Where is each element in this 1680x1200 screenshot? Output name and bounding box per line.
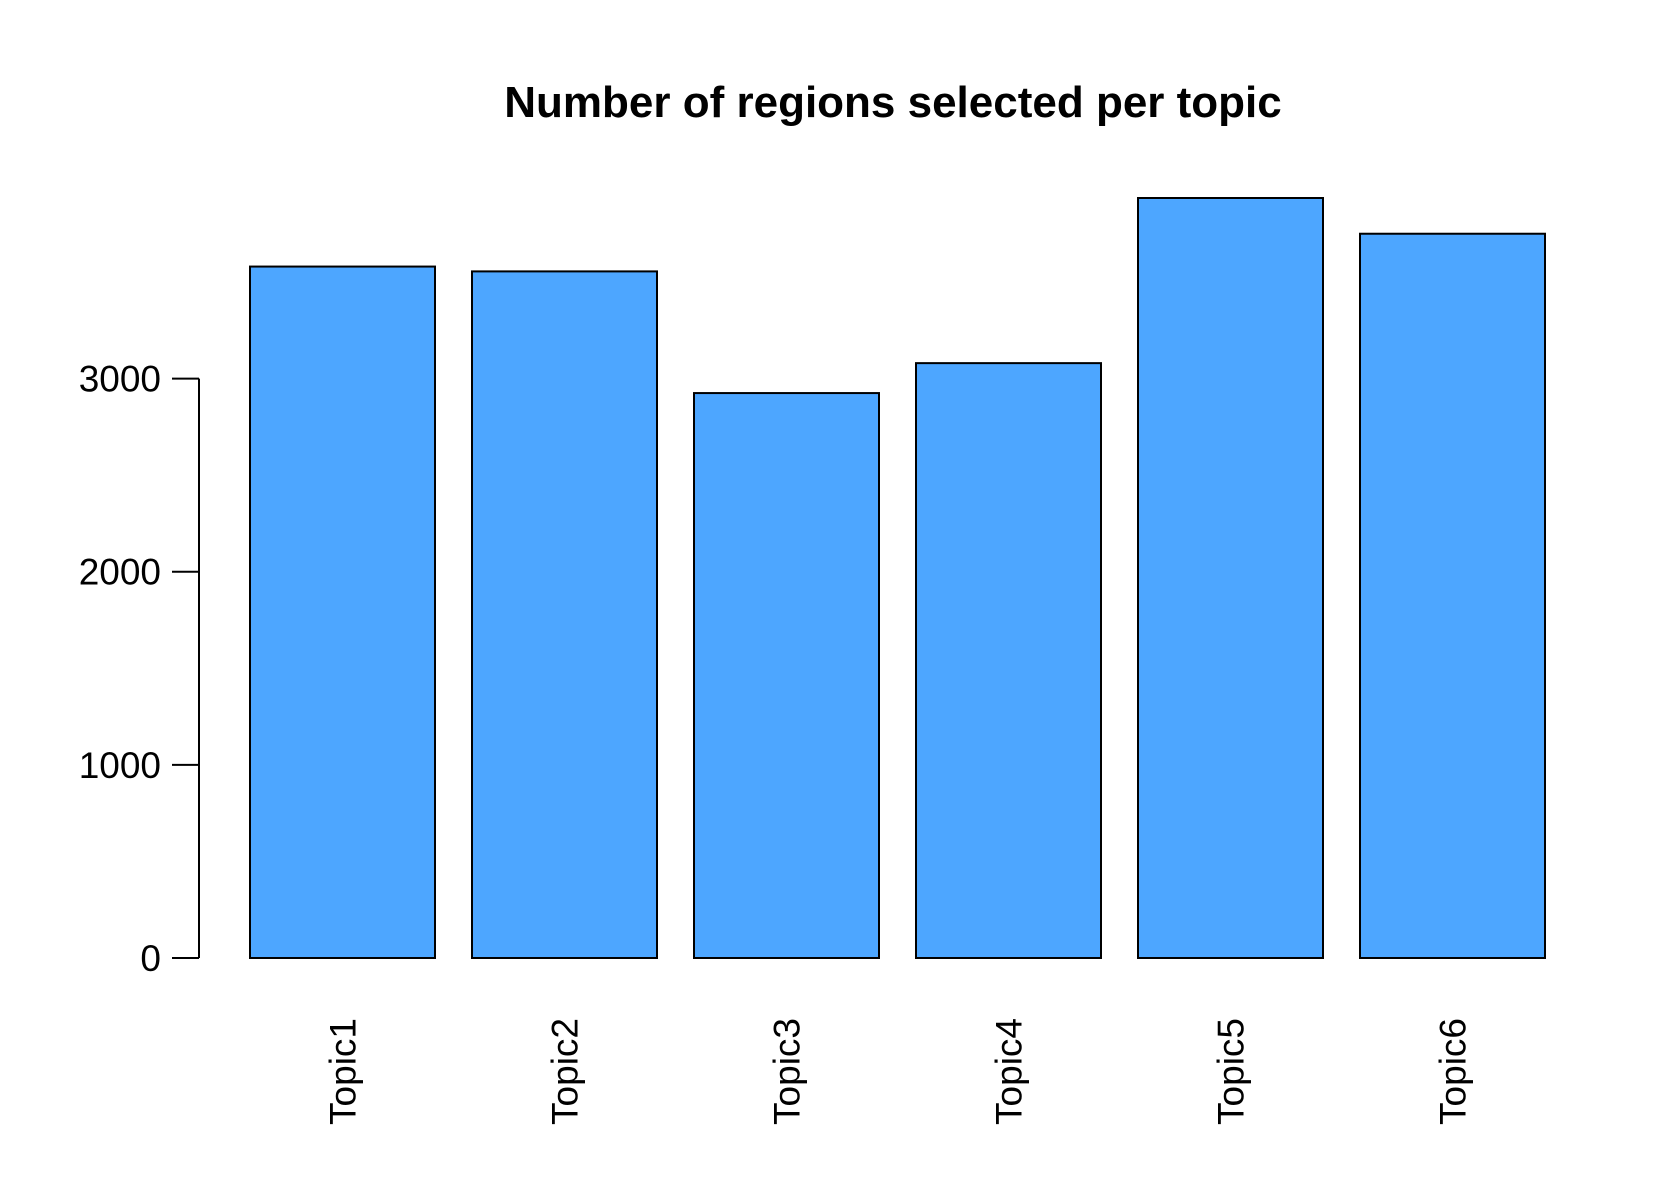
x-tick-label-topic6: Topic6 — [1433, 1018, 1474, 1125]
y-tick-label-0: 0 — [140, 938, 161, 979]
x-tick-label-topic5: Topic5 — [1211, 1018, 1252, 1125]
x-tick-label-topic1: Topic1 — [323, 1018, 364, 1125]
bar-topic2 — [471, 270, 658, 959]
y-axis-ticks: 0 1000 2000 3000 — [79, 359, 199, 979]
bar-topic6 — [1359, 232, 1546, 959]
bar-topic3 — [693, 392, 880, 959]
y-tick-label-1000: 1000 — [79, 745, 161, 786]
x-axis-labels: Topic1 Topic2 Topic3 Topic4 Topic5 Topic6 — [323, 1018, 1474, 1125]
x-tick-label-topic3: Topic3 — [767, 1018, 808, 1125]
bar-topic1 — [249, 265, 436, 960]
y-tick-label-3000: 3000 — [79, 359, 161, 400]
chart-title: Number of regions selected per topic — [504, 78, 1282, 127]
bar-topic5 — [1137, 197, 1324, 959]
bar-topic4 — [915, 362, 1102, 959]
x-tick-label-topic4: Topic4 — [989, 1018, 1030, 1125]
y-tick-label-2000: 2000 — [79, 552, 161, 593]
x-tick-label-topic2: Topic2 — [545, 1018, 586, 1125]
bars — [249, 197, 1546, 960]
